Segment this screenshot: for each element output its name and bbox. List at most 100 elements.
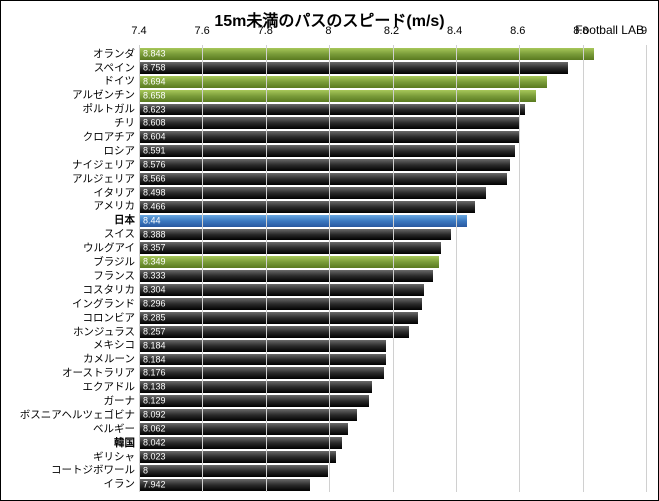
country-label: フランス <box>1 271 135 282</box>
bar-track: 8.388 <box>139 228 644 242</box>
bar-track: 8.608 <box>139 116 644 130</box>
bar-value: 8.023 <box>143 452 166 461</box>
bar-value: 8.608 <box>143 119 166 128</box>
bar-track: 8.466 <box>139 200 644 214</box>
bar: 8.694 <box>139 76 547 88</box>
bar-track: 8.843 <box>139 47 644 61</box>
bar-row: チリ8.608 <box>1 116 644 130</box>
bar-track: 7.942 <box>139 478 644 492</box>
country-label: イラン <box>1 479 135 490</box>
bar-row: スイス 8.388 <box>1 228 644 242</box>
gridline <box>202 45 203 492</box>
country-label: ナイジェリア <box>1 160 135 171</box>
country-label: ロシア <box>1 146 135 157</box>
bar-row: ホンジュラス8.257 <box>1 325 644 339</box>
bar-value: 8.604 <box>143 133 166 142</box>
bar: 8.042 <box>139 437 342 449</box>
bar-row: アルゼンチン8.658 <box>1 89 644 103</box>
plot-area: オランダ8.843スペイン8.758ドイツ8.694アルゼンチン8.658ポルト… <box>1 47 644 492</box>
bar-track: 8.758 <box>139 61 644 75</box>
bar-row: コートジボワール8 <box>1 464 644 478</box>
bar: 8.184 <box>139 354 386 366</box>
bar: 8.138 <box>139 381 372 393</box>
country-label: メキシコ <box>1 340 135 351</box>
bar-track: 8.296 <box>139 297 644 311</box>
bar-track: 8.658 <box>139 89 644 103</box>
bar-row: メキシコ 8.184 <box>1 339 644 353</box>
country-label: ウルグアイ <box>1 243 135 254</box>
gridline <box>393 45 394 492</box>
gridline <box>583 45 584 492</box>
bar-row: 韓国8.042 <box>1 436 644 450</box>
bar-value: 8.285 <box>143 313 166 322</box>
bar-row: ロシア 8.591 <box>1 144 644 158</box>
country-label: イングランド <box>1 299 135 310</box>
country-label: オランダ <box>1 49 135 60</box>
country-label: カメルーン <box>1 354 135 365</box>
bar-track: 8.176 <box>139 366 644 380</box>
x-axis-tick: 7.8 <box>258 25 273 37</box>
bar: 8.566 <box>139 173 507 185</box>
bar-track: 8.604 <box>139 130 644 144</box>
country-label: エクアドル <box>1 382 135 393</box>
bar-value: 8.576 <box>143 161 166 170</box>
bar-track: 8.184 <box>139 353 644 367</box>
bar-row: ドイツ8.694 <box>1 75 644 89</box>
bar-value: 8.44 <box>143 216 161 225</box>
x-axis-tick: 8.2 <box>384 25 399 37</box>
bar-track: 8.138 <box>139 380 644 394</box>
bar-row: ウルグアイ 8.357 <box>1 241 644 255</box>
bar-row: オーストラリア8.176 <box>1 366 644 380</box>
country-label: コスタリカ <box>1 285 135 296</box>
bar-row: イングランド 8.296 <box>1 297 644 311</box>
bar-track: 8.357 <box>139 241 644 255</box>
country-label: アルジェリア <box>1 174 135 185</box>
bar: 8.023 <box>139 451 336 463</box>
bar-value: 8.176 <box>143 369 166 378</box>
x-axis-tick: 7.4 <box>131 25 146 37</box>
country-label: スイス <box>1 229 135 240</box>
bar: 8.576 <box>139 159 510 171</box>
bar-row: ナイジェリア 8.576 <box>1 158 644 172</box>
gridline <box>329 45 330 492</box>
bar-track: 8.023 <box>139 450 644 464</box>
bar-value: 8.466 <box>143 202 166 211</box>
bar: 8.296 <box>139 298 422 310</box>
bar-row: エクアドル 8.138 <box>1 380 644 394</box>
bar: 8.349 <box>139 256 439 268</box>
bar-row: 日本8.44 <box>1 214 644 228</box>
bar-track: 8.333 <box>139 269 644 283</box>
bar: 8.184 <box>139 340 386 352</box>
bar-track: 8 <box>139 464 644 478</box>
bar: 8.44 <box>139 215 467 227</box>
bar-row: スペイン8.758 <box>1 61 644 75</box>
bar-track: 8.184 <box>139 339 644 353</box>
bar: 8.591 <box>139 145 515 157</box>
bar: 8.357 <box>139 242 441 254</box>
bar-value: 8 <box>143 466 148 475</box>
x-axis-tick: 9 <box>641 25 647 37</box>
bar-track: 8.092 <box>139 408 644 422</box>
bar-track: 8.591 <box>139 144 644 158</box>
bar: 8.843 <box>139 48 594 60</box>
bar-row: カメルーン 8.184 <box>1 353 644 367</box>
country-label: アメリカ <box>1 201 135 212</box>
bar: 8.257 <box>139 326 409 338</box>
bar: 8.333 <box>139 270 433 282</box>
bar-track: 8.623 <box>139 103 644 117</box>
bar: 8.623 <box>139 104 525 116</box>
gridline <box>519 45 520 492</box>
bar-value: 8.758 <box>143 63 166 72</box>
bar-row: コスタリカ8.304 <box>1 283 644 297</box>
bar-value: 8.623 <box>143 105 166 114</box>
x-axis: 7.47.67.888.28.48.68.89 <box>139 25 644 45</box>
bar: 8.062 <box>139 423 348 435</box>
gridline <box>139 45 140 492</box>
bar-row: ベルギー8.062 <box>1 422 644 436</box>
bar-value: 8.138 <box>143 383 166 392</box>
bar-value: 8.333 <box>143 272 166 281</box>
bar: 8 <box>139 465 328 477</box>
bar-row: イラン 7.942 <box>1 478 644 492</box>
bar-row: ボスニアヘルツェゴビナ8.092 <box>1 408 644 422</box>
country-label: ガーナ <box>1 396 135 407</box>
